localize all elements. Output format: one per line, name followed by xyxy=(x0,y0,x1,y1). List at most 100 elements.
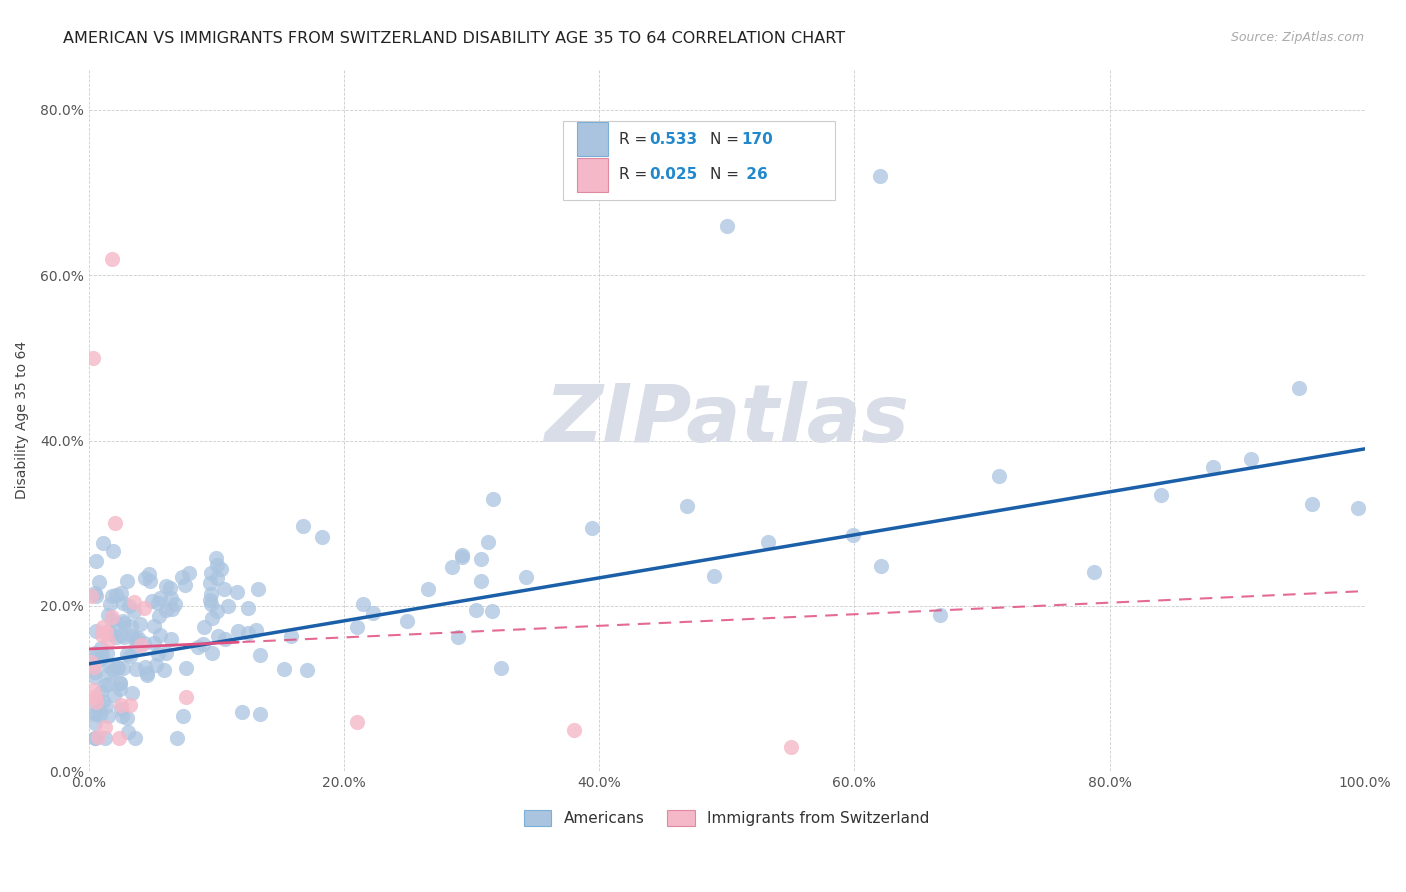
Point xyxy=(82,351,104,365)
Point xyxy=(146,647,169,661)
Point xyxy=(84,706,107,720)
Point xyxy=(217,599,239,613)
Point xyxy=(177,566,200,580)
Point xyxy=(115,574,138,588)
Point xyxy=(155,603,177,617)
Text: R =: R = xyxy=(619,168,652,183)
Point xyxy=(97,633,120,648)
Text: N =: N = xyxy=(710,168,744,183)
Point xyxy=(110,698,132,713)
Point xyxy=(149,591,172,606)
Point xyxy=(176,690,198,704)
Point xyxy=(231,705,253,719)
Text: 0.025: 0.025 xyxy=(650,168,697,183)
Point xyxy=(84,694,107,708)
Point xyxy=(112,630,135,644)
Point xyxy=(163,597,186,611)
Point xyxy=(83,660,105,674)
Point xyxy=(295,663,318,677)
Point xyxy=(80,656,103,670)
Point xyxy=(84,690,107,704)
Point xyxy=(716,219,738,233)
Point xyxy=(127,631,149,645)
Point xyxy=(84,707,107,722)
Point xyxy=(87,730,110,744)
Point xyxy=(96,646,118,660)
Point xyxy=(108,676,131,690)
Point xyxy=(465,603,488,617)
Point xyxy=(84,695,107,709)
Point xyxy=(450,548,472,562)
Point xyxy=(120,619,142,633)
Point xyxy=(80,589,103,603)
Point xyxy=(97,608,120,623)
Point xyxy=(160,632,183,647)
Point xyxy=(170,570,193,584)
Point xyxy=(676,500,699,514)
Point xyxy=(174,578,197,592)
Point xyxy=(200,566,222,581)
Point xyxy=(84,731,107,746)
Text: 0.533: 0.533 xyxy=(650,132,697,147)
Point xyxy=(91,648,114,662)
Point xyxy=(101,544,124,558)
Point xyxy=(361,606,384,620)
Point xyxy=(97,659,120,673)
Point xyxy=(124,632,146,646)
Point xyxy=(273,662,295,676)
Point xyxy=(132,601,155,615)
Point xyxy=(1301,497,1323,511)
Point xyxy=(209,562,232,576)
Point xyxy=(121,686,143,700)
Point xyxy=(160,602,183,616)
Point xyxy=(581,521,603,535)
Point xyxy=(84,650,107,665)
Point xyxy=(346,714,368,729)
Point xyxy=(756,534,779,549)
Point xyxy=(249,707,271,722)
Point xyxy=(103,688,125,702)
Point xyxy=(111,596,134,610)
Point xyxy=(90,684,112,698)
Point xyxy=(124,731,146,746)
Point xyxy=(152,663,174,677)
Point xyxy=(246,582,269,596)
Point xyxy=(91,620,114,634)
Point xyxy=(138,567,160,582)
Point xyxy=(91,694,114,708)
Point xyxy=(1347,501,1369,516)
Point xyxy=(135,666,157,681)
Point xyxy=(112,616,135,631)
Point xyxy=(200,597,222,611)
Text: R =: R = xyxy=(619,132,652,147)
Point xyxy=(97,708,120,723)
Point xyxy=(103,663,125,677)
Point xyxy=(205,604,228,618)
Point xyxy=(166,731,188,746)
Point xyxy=(145,657,167,672)
Point xyxy=(515,570,537,584)
Point xyxy=(441,559,464,574)
Point xyxy=(120,698,142,713)
Point xyxy=(105,630,128,644)
Point xyxy=(489,661,512,675)
Point xyxy=(91,628,114,642)
Point xyxy=(141,594,163,608)
Point xyxy=(245,623,267,637)
Point xyxy=(136,668,159,682)
Point xyxy=(134,571,156,585)
Point xyxy=(1202,459,1225,474)
Point xyxy=(470,552,492,566)
Point xyxy=(193,620,215,634)
Point xyxy=(155,646,177,660)
Point xyxy=(84,646,107,660)
Point xyxy=(481,604,503,618)
Point xyxy=(198,593,221,607)
Point xyxy=(118,599,141,614)
Point xyxy=(1288,381,1310,395)
Point xyxy=(1240,451,1263,466)
Point xyxy=(226,584,249,599)
Point xyxy=(101,613,124,627)
Point xyxy=(142,636,165,650)
Point xyxy=(1083,566,1105,580)
